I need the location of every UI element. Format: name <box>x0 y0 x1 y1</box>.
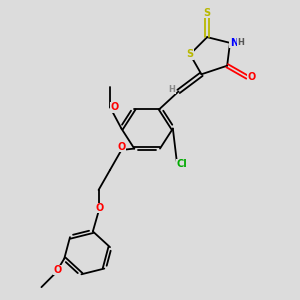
Text: O: O <box>117 142 126 152</box>
Text: O: O <box>53 265 61 275</box>
Text: S: S <box>186 49 194 59</box>
Text: Cl: Cl <box>177 159 188 169</box>
Text: S: S <box>204 8 211 18</box>
Text: H: H <box>169 85 176 94</box>
Text: H: H <box>237 38 244 47</box>
Text: O: O <box>96 203 104 213</box>
Text: N: N <box>230 38 238 48</box>
Text: O: O <box>247 72 256 82</box>
Text: O: O <box>110 102 118 112</box>
